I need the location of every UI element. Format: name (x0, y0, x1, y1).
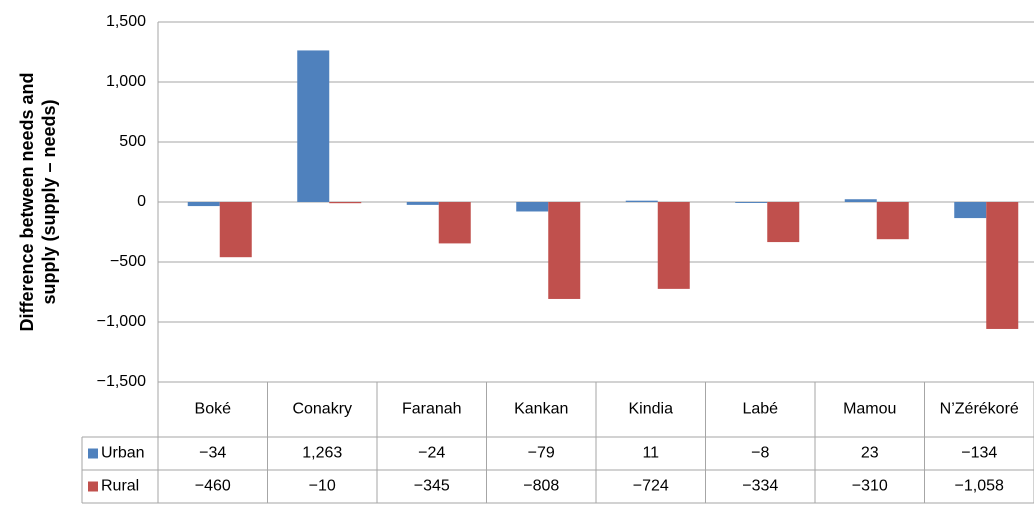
y-tick-label: −500 (110, 253, 146, 270)
x-tick-label: Kindia (629, 401, 674, 418)
legend-label: Urban (101, 445, 145, 462)
bar (876, 202, 909, 240)
table-cell: −8 (751, 445, 769, 462)
x-tick-label: Conakry (292, 401, 352, 418)
y-tick-label: −1,500 (97, 373, 146, 390)
table-cell: −345 (414, 478, 450, 495)
table-cell: −808 (523, 478, 559, 495)
bar (844, 199, 877, 202)
table-cell: −310 (852, 478, 888, 495)
y-axis-title: supply (supply – needs) (39, 99, 59, 304)
bar (954, 202, 987, 219)
table-cell: −724 (633, 478, 669, 495)
table-cell: −460 (195, 478, 231, 495)
table-cell: 1,263 (302, 445, 342, 462)
x-tick-label: Faranah (402, 401, 462, 418)
bar (986, 202, 1019, 329)
legend-label: Rural (101, 478, 139, 495)
y-tick-label: 1,000 (106, 73, 146, 90)
table-cell: −24 (418, 445, 445, 462)
y-tick-label: 1,500 (106, 13, 146, 30)
y-tick-label: 500 (119, 133, 146, 150)
x-tick-label: Boké (195, 401, 232, 418)
table-cell: 11 (642, 445, 659, 462)
x-tick-label: Kankan (514, 401, 568, 418)
bar (548, 202, 581, 299)
bar (297, 50, 330, 202)
legend-swatch (88, 481, 98, 492)
y-axis-title: Difference between needs and (17, 72, 37, 331)
table-cell: −34 (199, 445, 226, 462)
bar (438, 202, 471, 244)
legend-swatch (88, 448, 98, 459)
bar (735, 202, 768, 203)
x-tick-label: Labé (742, 401, 778, 418)
table-cell: −334 (742, 478, 778, 495)
bar (187, 202, 220, 207)
bar (219, 202, 252, 258)
table-cell: 23 (861, 445, 879, 462)
y-tick-label: −1,000 (97, 313, 146, 330)
bar (329, 202, 362, 204)
bar (516, 202, 549, 212)
bar (406, 202, 439, 205)
x-tick-label: Mamou (843, 401, 896, 418)
bar (767, 202, 800, 243)
bar (657, 202, 690, 289)
table-cell: −134 (961, 445, 997, 462)
table-cell: −79 (528, 445, 555, 462)
y-tick-label: 0 (137, 193, 146, 210)
table-cell: −10 (309, 478, 336, 495)
x-tick-label: N’Zérékoré (940, 401, 1019, 418)
table-cell: −1,058 (955, 478, 1004, 495)
bar (625, 200, 658, 202)
